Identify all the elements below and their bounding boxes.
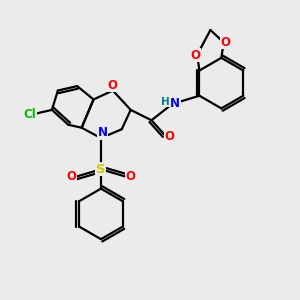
- Text: O: O: [220, 36, 230, 49]
- Text: O: O: [108, 79, 118, 92]
- Text: O: O: [66, 170, 76, 183]
- Text: H: H: [161, 97, 170, 106]
- Text: N: N: [170, 98, 180, 110]
- Text: Cl: Cl: [23, 108, 36, 121]
- Text: O: O: [126, 170, 136, 183]
- Text: O: O: [190, 49, 201, 62]
- Text: N: N: [98, 126, 107, 139]
- Text: O: O: [164, 130, 174, 143]
- Text: S: S: [96, 163, 106, 176]
